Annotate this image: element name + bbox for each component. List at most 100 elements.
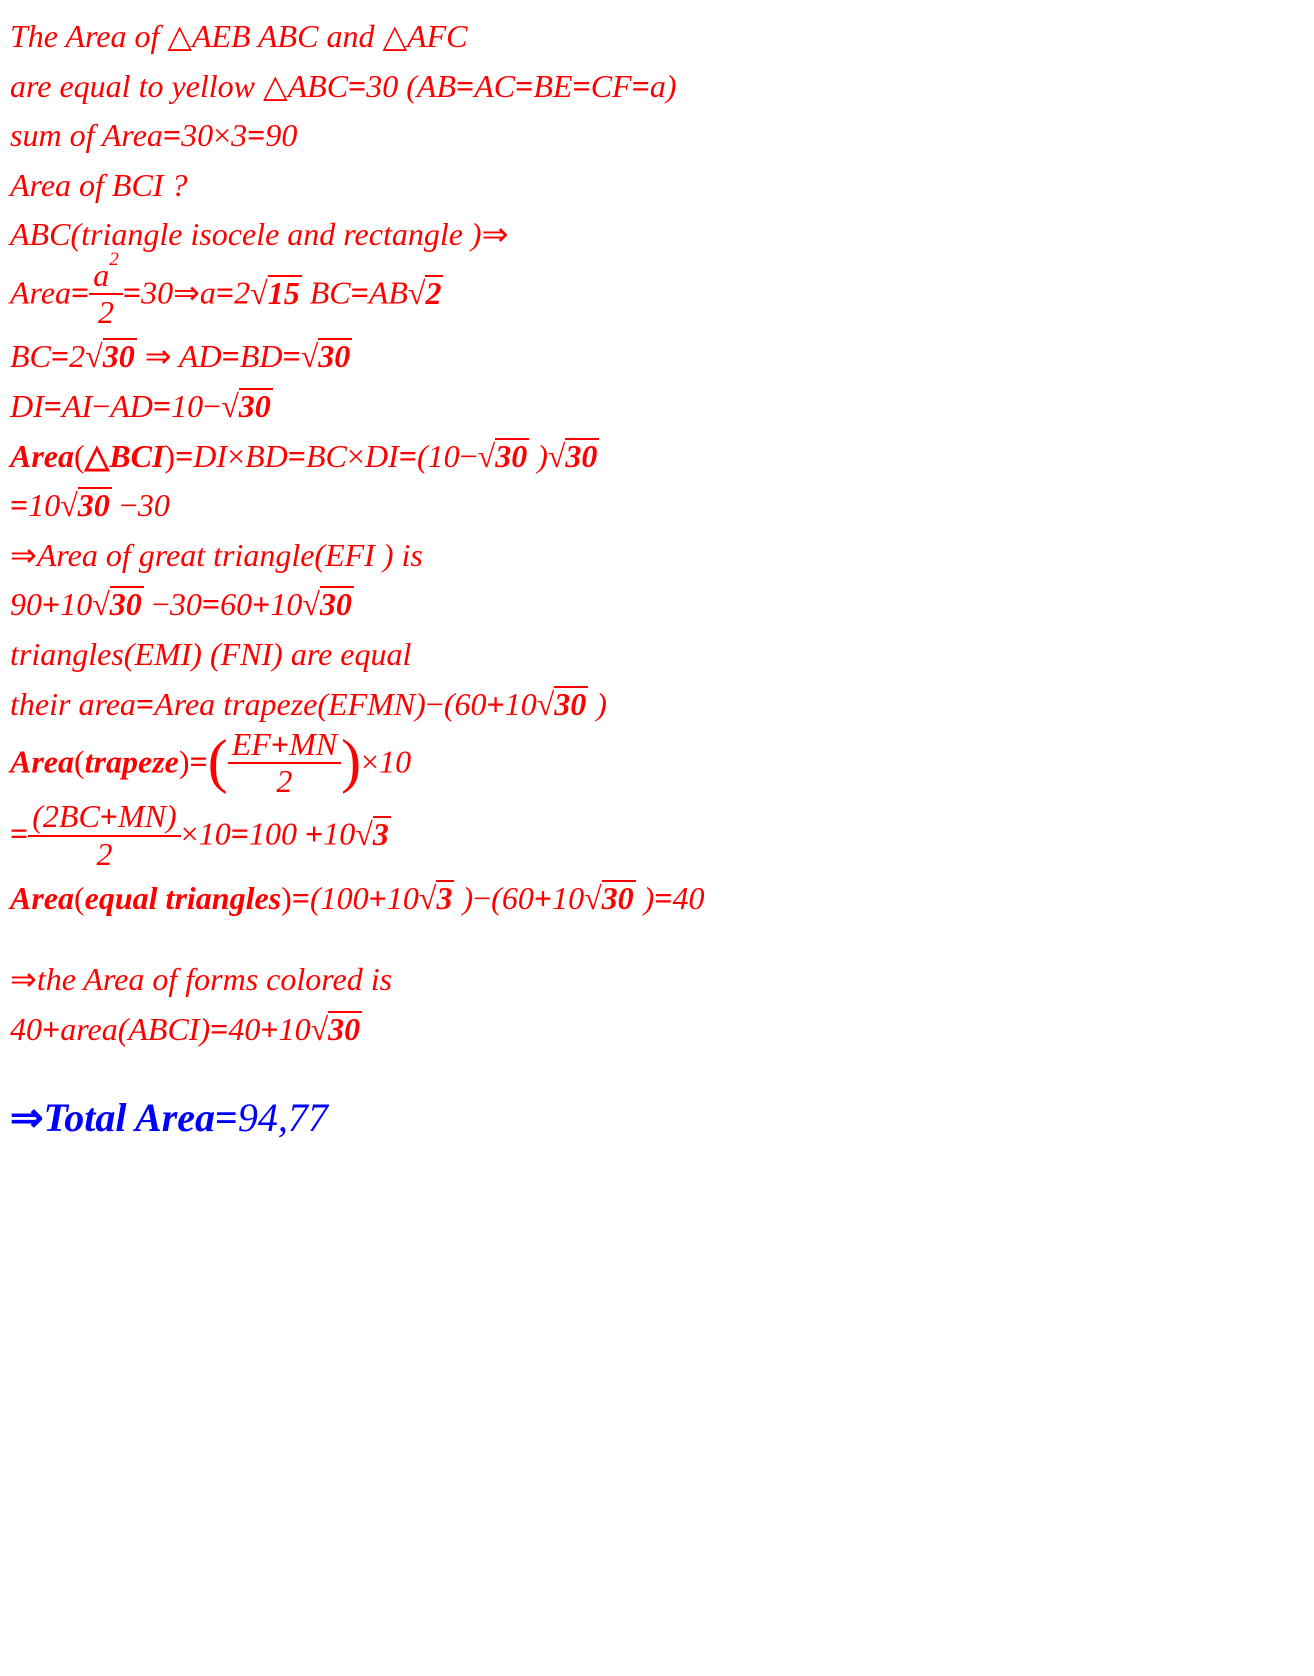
line-14: their area=Area trapeze(EFMN)−(60+10√30 … [10,680,1304,730]
t: AFC [407,18,467,54]
t: are equal to yellow [10,68,263,104]
times: × [181,816,199,852]
sqrt: √30 [302,586,354,622]
plus: + [260,1011,278,1047]
t: equal triangles [85,880,281,916]
eq: = [153,388,171,424]
t: MN) [118,798,177,834]
t: Area of BCI ? [10,167,187,203]
t: (60 [444,686,487,722]
eq: = [175,438,193,474]
t: a) [650,68,677,104]
tri: △ [382,18,407,54]
t: 10 [387,880,419,916]
rarr: ⇒ [145,338,172,374]
sqrt: √3 [355,816,391,852]
sqrt: √30 [60,487,112,523]
line-4: Area of BCI ? [10,161,1304,211]
times: × [361,744,379,780]
minus: − [426,686,444,722]
eq: = [10,816,28,852]
plus: + [534,880,552,916]
t: BC [10,338,51,374]
line-16: =(2BC+MN)2×10=100 +10√3 [10,801,1304,873]
t: 10 [199,816,231,852]
t: 10 [323,816,355,852]
t: Area [10,438,74,474]
rad: 30 [495,438,529,472]
rarr: ⇒ [10,537,37,573]
eq: = [202,586,220,622]
t: 2 [69,338,85,374]
frac: a22 [89,258,123,330]
plus: + [42,1011,60,1047]
rad: 3 [436,880,454,914]
eq: = [215,1095,238,1140]
eq: = [190,744,208,780]
t: Area trapeze(EFMN) [154,686,426,722]
minus: − [203,388,221,424]
rarr: ⇒ [10,961,37,997]
line-10: =10√30 −30 [10,481,1304,531]
sqrt: √30 [584,880,636,916]
t: BE [533,68,572,104]
eq: = [71,275,89,311]
t: (10 [417,438,460,474]
t: (100 [310,880,369,916]
t: ABC(triangle isocele and rectangle ) [10,216,482,252]
t: AB [369,275,408,311]
rad: 30 [554,686,588,720]
plus: + [42,586,60,622]
plus: + [100,798,118,834]
t: sum of Area [10,117,163,153]
line-15: Area(trapeze)=(EF+MN2)×10 [10,729,1304,801]
eq: = [247,117,265,153]
t: ) [529,438,548,474]
t: BC [302,275,351,311]
t: AI [62,388,92,424]
t: 10 [60,586,92,622]
t: 10 [279,1011,311,1047]
t: trapeze [85,744,179,780]
minus: − [460,438,478,474]
eq: = [282,338,300,374]
eq: = [515,68,533,104]
sqrt: √30 [548,438,600,474]
t: 10 [505,686,537,722]
rad: 15 [268,275,302,309]
line-6: Area=a22=30⇒a=2√15 BC=AB√2 [10,260,1304,332]
eq: = [654,880,672,916]
t: 60 [220,586,252,622]
t: a [93,257,109,293]
line-7: BC=2√30 ⇒ AD=BD=√30 [10,332,1304,382]
rarr: ⇒ [482,216,509,252]
sqrt: √3 [419,880,455,916]
t: 30 [141,275,173,311]
rad: 30 [318,338,352,372]
minus: − [152,586,170,622]
line-9: Area(△BCI)=DI×BD=BC×DI=(10−√30 )√30 [10,432,1304,482]
line-20: ⇒Total Area=94,77 [10,1087,1304,1149]
t: 100 [249,816,305,852]
sqrt: √30 [301,338,353,374]
rad: 30 [110,586,144,620]
t: (2BC [32,798,100,834]
t: 40 [673,880,705,916]
t: triangles(EMI) (FNI) are equal [10,636,411,672]
sqrt: √2 [408,275,444,311]
eq: = [136,686,154,722]
t: MN [289,726,337,762]
eq: = [44,388,62,424]
eq: = [399,438,417,474]
sqrt: √30 [537,686,589,722]
eq: = [456,68,474,104]
t: Area of great triangle(EFI ) is [37,537,423,573]
tri: △ [167,18,192,54]
t: (60 [491,880,534,916]
line-19: 40+area(ABCI)=40+10√30 [10,1005,1304,1055]
sqrt: √30 [478,438,530,474]
plus: + [252,586,270,622]
minus: − [473,880,491,916]
times: × [213,117,231,153]
eq: = [216,275,234,311]
